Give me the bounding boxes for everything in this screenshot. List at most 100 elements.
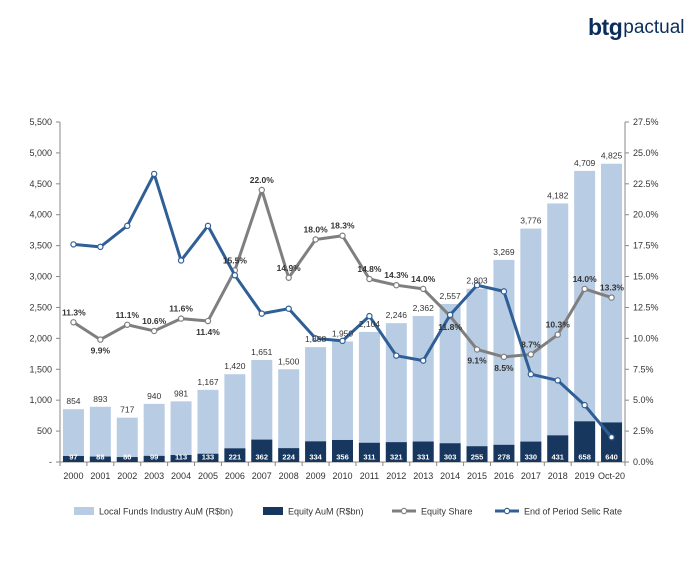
selic-rate-point (500, 288, 508, 295)
selic-rate-point (150, 170, 158, 178)
funds-aum-bar (224, 374, 246, 462)
equity-aum-bar (278, 448, 300, 462)
equity-aum-value-label: 113 (175, 453, 187, 462)
selic-rate-point (446, 311, 454, 319)
x-tick-label: 2019 (575, 471, 595, 481)
x-tick-label: 2007 (252, 471, 272, 481)
funds-aum-value-label: 717 (120, 405, 134, 415)
equity-share-value-label: 18.3% (330, 221, 355, 231)
equity-aum-value-label: 321 (390, 453, 403, 462)
funds-aum-value-label: 4,709 (574, 158, 596, 168)
equity-aum-value-label: 88 (96, 453, 104, 462)
funds-aum-value-label: 893 (93, 394, 107, 404)
y-right-tick-label: 17.5% (633, 241, 659, 251)
legend-swatch-equity-aum (263, 507, 283, 515)
equity-share-point (312, 236, 319, 243)
x-tick-label: 2010 (332, 471, 352, 481)
equity-share-value-label: 11.4% (196, 327, 220, 337)
selic-rate-point (124, 222, 131, 230)
equity-aum-bar (358, 442, 380, 462)
selic-rate-point (70, 241, 77, 248)
equity-share-value-label: 14.8% (357, 264, 382, 274)
legend-label-equity-share: Equity Share (421, 507, 473, 517)
btg-pactual-logo: btg pactual (588, 14, 685, 41)
selic-rate-point (581, 401, 588, 409)
equity-share-point (473, 346, 481, 353)
funds-aum-bar (358, 331, 380, 462)
x-tick-label: 2003 (144, 471, 164, 481)
funds-aum-value-label: 2,246 (386, 310, 408, 320)
y-right-tick-label: 22.5% (633, 179, 659, 189)
equity-share-value-label: 14.3% (384, 270, 409, 280)
equity-aum-value-label: 356 (336, 453, 349, 462)
equity-aum-value-label: 330 (525, 453, 538, 462)
funds-aum-value-label: 1,167 (197, 377, 219, 387)
funds-aum-value-label: 940 (147, 391, 161, 401)
selic-rate-point (204, 222, 212, 230)
equity-aum-bar (412, 441, 434, 462)
equity-aum-value-label: 99 (150, 453, 158, 462)
equity-share-value-label: 8.7% (521, 339, 541, 349)
selic-rate-point (420, 357, 427, 364)
equity-aum-value-label: 278 (498, 453, 511, 462)
funds-aum-value-label: 1,420 (224, 361, 246, 371)
equity-share-point (527, 351, 535, 358)
equity-share-value-label: 9.1% (467, 355, 487, 365)
equity-share-value-label: 13.3% (600, 283, 625, 293)
y-left-tick-label: 5,500 (29, 117, 52, 127)
x-tick-label: 2018 (548, 471, 568, 481)
equity-share-value-label: 14.0% (573, 274, 598, 284)
x-tick-label: 2011 (360, 471, 379, 481)
funds-aum-value-label: 2,104 (359, 319, 381, 329)
y-left-tick-label: 3,000 (29, 272, 52, 282)
x-tick-label: 2014 (440, 471, 460, 481)
y-right-tick-label: 10.0% (633, 333, 659, 343)
equity-aum-value-label: 431 (551, 453, 564, 462)
equity-aum-bar (466, 446, 488, 462)
equity-aum-value-label: 224 (282, 453, 295, 462)
equity-share-point (177, 315, 185, 322)
y-right-tick-label: 2.5% (633, 426, 654, 436)
y-left-tick-label: 2,500 (29, 302, 52, 312)
x-tick-label: 2002 (117, 471, 137, 481)
equity-share-value-label: 22.0% (250, 175, 275, 185)
selic-rate-point (473, 282, 481, 289)
selic-rate-point (393, 352, 400, 359)
funds-aum-bar (251, 359, 273, 462)
legend-label-funds-aum: Local Funds Industry AuM (R$bn) (99, 507, 233, 517)
y-right-tick-label: 15.0% (633, 272, 659, 282)
y-left-tick-label: 4,500 (29, 179, 52, 189)
x-tick-label: 2013 (413, 471, 433, 481)
selic-rate-line (70, 170, 615, 441)
equity-share-value-label: 11.8% (438, 322, 462, 332)
funds-aum-value-label: 2,362 (413, 303, 435, 313)
funds-aum-value-label: 854 (66, 396, 80, 406)
logo-mark: btg (588, 14, 623, 40)
funds-aum-bar (601, 163, 623, 462)
equity-aum-value-label: 97 (69, 453, 77, 462)
legend-label-equity-aum: Equity AuM (R$bn) (288, 507, 364, 517)
selic-rate-point (97, 243, 104, 251)
equity-aum-bar (143, 455, 165, 462)
x-tick-label: 2012 (386, 471, 406, 481)
chart-axes: - 500 1,000 1,500 2,000 2,500 3,000 3,500 4,000 4… (29, 117, 658, 481)
funds-aum-value-label: 1,858 (305, 334, 327, 344)
funds-aum-bar (62, 409, 84, 462)
x-tick-label: 2004 (171, 471, 191, 481)
equity-aum-bar (170, 455, 192, 462)
equity-share-point (258, 186, 265, 194)
funds-aum-bar (520, 228, 542, 462)
x-tick-label: Oct-20 (598, 471, 625, 481)
funds-aum-bar (116, 417, 138, 462)
equity-share-value-label: 11.3% (62, 307, 86, 317)
equity-aum-bar (305, 441, 327, 462)
equity-share-point (581, 285, 588, 293)
legend-label-selic-rate: End of Period Selic Rate (524, 507, 622, 517)
selic-rate-point (554, 377, 561, 384)
data-labels: 854 893 717 940 981 1,167 1,420 1,651 1,500 1,858… (62, 151, 624, 462)
y-left-tick-label: - (49, 457, 52, 467)
chart-legend: Local Funds Industry AuM (R$bn) Equity Au… (74, 507, 622, 517)
equity-aum-value-label: 362 (256, 453, 269, 462)
equity-share-value-label: 10.3% (546, 320, 571, 330)
